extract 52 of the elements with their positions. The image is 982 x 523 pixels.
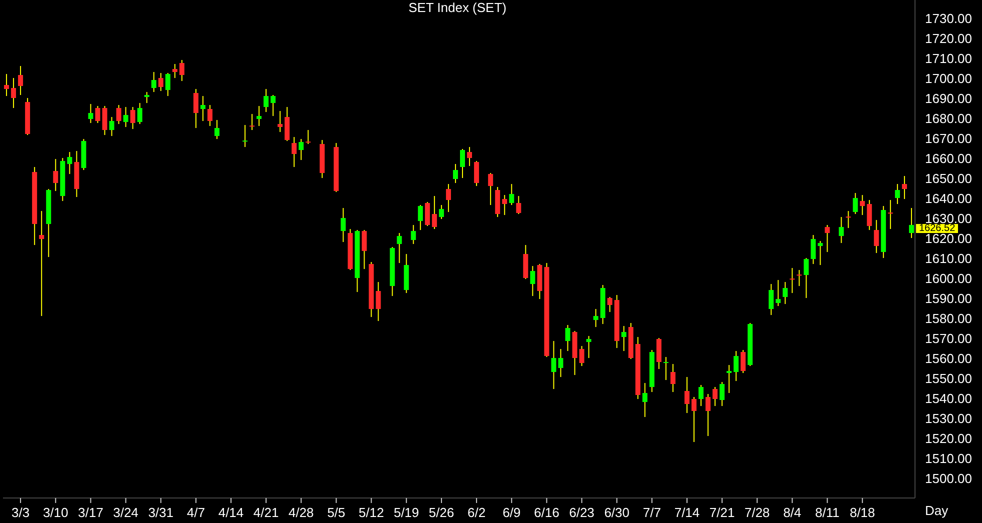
x-tick-label: 3/10 (42, 505, 68, 520)
x-tick-label: 5/5 (327, 505, 346, 520)
y-tick-label: 1640.00 (925, 191, 972, 206)
y-tick-label: 1720.00 (925, 31, 972, 46)
x-tick-label: 3/3 (12, 505, 30, 520)
y-tick-label: 1530.00 (925, 411, 972, 426)
x-tick-label: 6/23 (569, 505, 594, 520)
x-tick-label: 3/24 (113, 505, 138, 520)
y-tick-label: 1560.00 (925, 351, 972, 366)
y-tick-label: 1660.00 (925, 151, 972, 166)
y-tick-label: 1510.00 (925, 451, 972, 466)
y-tick-label: 1500.00 (925, 471, 972, 486)
candlestick (306, 130, 311, 144)
x-tick-label: 8/4 (783, 505, 802, 520)
y-tick-label: 1600.00 (925, 271, 972, 286)
y-tick-label: 1680.00 (925, 111, 972, 126)
x-tick-label: 6/9 (502, 505, 521, 520)
x-tick-label: 6/30 (604, 505, 630, 520)
x-tick-label: 8/11 (815, 505, 840, 520)
y-tick-label: 1550.00 (925, 371, 972, 386)
y-tick-label: 1710.00 (925, 51, 972, 66)
candlestick (250, 114, 255, 130)
y-tick-label: 1700.00 (925, 71, 972, 86)
x-tick-label: 7/14 (674, 505, 700, 520)
x-tick-label: 5/26 (428, 505, 454, 520)
x-axis-title: Day (925, 503, 948, 518)
x-tick-label: 8/18 (850, 505, 876, 520)
x-tick-label: 6/16 (534, 505, 560, 520)
x-tick-label: 4/14 (218, 505, 244, 520)
x-tick-label: 4/21 (253, 505, 279, 520)
chart-title: SET Index (SET) (407, 0, 508, 16)
y-tick-label: 1570.00 (925, 331, 972, 346)
y-tick-label: 1610.00 (925, 251, 972, 266)
y-tick-label: 1650.00 (925, 171, 972, 186)
x-tick-label: 5/12 (358, 505, 384, 520)
x-tick-label: 7/7 (642, 505, 661, 520)
y-tick-label: 1540.00 (925, 391, 972, 406)
x-tick-label: 6/2 (468, 505, 486, 520)
y-tick-label: 1730.00 (925, 11, 972, 26)
y-tick-label: 1590.00 (925, 291, 972, 306)
x-tick-label: 3/17 (78, 505, 104, 520)
y-tick-label: 1580.00 (925, 311, 972, 326)
y-tick-label: 1670.00 (925, 131, 972, 146)
x-tick-label: 7/28 (744, 505, 770, 520)
x-tick-label: 3/31 (148, 505, 174, 520)
y-tick-label: 1690.00 (925, 91, 972, 106)
text: 1626.52 (916, 223, 958, 234)
x-tick-label: 4/7 (186, 505, 205, 520)
x-tick-label: 7/21 (709, 505, 735, 520)
y-tick-label: 1520.00 (925, 431, 972, 446)
x-tick-label: 5/19 (394, 505, 420, 520)
x-tick-label: 4/28 (288, 505, 314, 520)
